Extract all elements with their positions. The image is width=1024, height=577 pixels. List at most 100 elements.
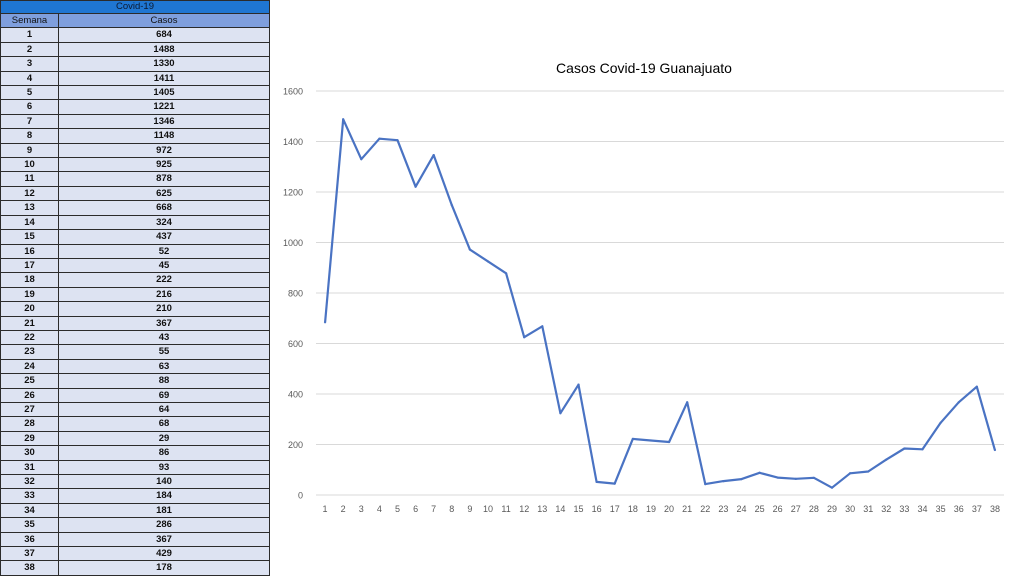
- y-tick-label: 1000: [283, 238, 303, 248]
- cell-semana: 23: [0, 344, 59, 360]
- x-tick-label: 1: [323, 504, 328, 514]
- cell-casos: 86: [58, 445, 270, 461]
- cell-casos: 972: [58, 142, 270, 159]
- cell-semana: 31: [0, 459, 59, 476]
- data-point: [667, 440, 671, 444]
- cell-casos: 1148: [58, 128, 270, 144]
- table-row: 35 286: [0, 517, 270, 533]
- cell-semana: 7: [0, 113, 59, 130]
- x-tick-label: 35: [936, 504, 946, 514]
- table-row: 29 29: [0, 430, 270, 447]
- data-point: [523, 336, 526, 339]
- table-row: 23 55: [0, 344, 270, 360]
- data-point: [450, 204, 453, 207]
- cell-semana: 37: [0, 546, 59, 562]
- cell-semana: 15: [0, 229, 59, 245]
- cell-casos: 69: [58, 387, 270, 403]
- table-row: 6 1221: [0, 99, 270, 115]
- cell-casos: 64: [58, 401, 270, 418]
- table-row: 21 367: [0, 315, 270, 331]
- data-point: [323, 321, 327, 324]
- cell-casos: 1488: [58, 41, 270, 58]
- cell-casos: 878: [58, 171, 270, 187]
- x-tick-label: 6: [413, 504, 418, 514]
- x-tick-label: 10: [483, 504, 493, 514]
- line-chart: Casos Covid-19 Guanajuato 0 200 400 600 800 1…: [283, 60, 1004, 514]
- cell-casos: 367: [58, 531, 270, 548]
- table-row: 2 1488: [0, 41, 270, 58]
- table-row: 27 64: [0, 401, 270, 418]
- table-row: 12 625: [0, 185, 270, 202]
- column-header-semana: Semana: [0, 12, 59, 29]
- cell-semana: 36: [0, 531, 59, 548]
- table-row: 15 437: [0, 229, 270, 245]
- cell-semana: 13: [0, 200, 59, 216]
- x-tick-label: 5: [395, 504, 400, 514]
- cell-semana: 16: [0, 243, 59, 259]
- table-row: 5 1405: [0, 85, 270, 101]
- x-tick-label: 38: [990, 504, 1000, 514]
- cell-casos: 367: [58, 315, 270, 331]
- x-tick-label: 4: [377, 504, 382, 514]
- cell-semana: 33: [0, 488, 59, 504]
- x-tick-label: 13: [537, 504, 547, 514]
- cell-semana: 3: [0, 56, 59, 72]
- table-row: 4 1411: [0, 70, 270, 87]
- x-axis-ticks: 1 2 3 4 5 6 7 8 9 10 11 12 13 14 15 16 17 18 19 20 21 22 23 24 2…: [323, 504, 1000, 514]
- cell-casos: 210: [58, 301, 270, 317]
- chart-title: Casos Covid-19 Guanajuato: [556, 60, 732, 76]
- cell-semana: 14: [0, 214, 59, 231]
- table-row: 8 1148: [0, 128, 270, 144]
- y-tick-label: 1400: [283, 137, 303, 147]
- data-point: [378, 137, 381, 140]
- x-tick-label: 31: [863, 504, 873, 514]
- cell-semana: 25: [0, 373, 59, 389]
- cell-semana: 29: [0, 430, 59, 447]
- cell-semana: 6: [0, 99, 59, 115]
- series-line: [324, 118, 996, 489]
- data-point: [486, 260, 490, 263]
- table-row: 18 222: [0, 272, 270, 288]
- x-tick-label: 15: [574, 504, 584, 514]
- table-header-row: Semana Casos: [0, 12, 270, 29]
- cell-semana: 34: [0, 502, 59, 519]
- table-row: 11 878: [0, 171, 270, 187]
- column-header-casos: Casos: [58, 12, 270, 29]
- y-tick-label: 1600: [283, 87, 303, 97]
- cell-semana: 35: [0, 517, 59, 533]
- data-point: [595, 480, 598, 483]
- table-title: Covid-19: [0, 0, 270, 14]
- table-title-row: Covid-19: [0, 0, 270, 14]
- cell-casos: 286: [58, 517, 270, 533]
- table-row: 1 684: [0, 27, 270, 43]
- cell-casos: 63: [58, 358, 270, 375]
- data-point: [704, 483, 707, 486]
- x-tick-label: 26: [773, 504, 783, 514]
- data-point: [541, 325, 544, 328]
- x-tick-label: 30: [845, 504, 855, 514]
- x-tick-label: 8: [449, 504, 454, 514]
- data-point: [686, 401, 689, 404]
- x-tick-label: 7: [431, 504, 436, 514]
- table-row: 25 88: [0, 373, 270, 389]
- data-point: [993, 448, 997, 452]
- x-tick-label: 34: [918, 504, 928, 514]
- cell-semana: 32: [0, 473, 59, 490]
- table-row: 34 181: [0, 502, 270, 519]
- cell-semana: 1: [0, 27, 59, 43]
- table-row: 10 925: [0, 157, 270, 173]
- data-point: [794, 477, 797, 480]
- data-point: [577, 383, 580, 386]
- data-point: [414, 185, 417, 188]
- cell-casos: 429: [58, 546, 270, 562]
- cell-semana: 19: [0, 286, 59, 303]
- x-tick-label: 3: [359, 504, 364, 514]
- gridlines: [316, 90, 1004, 496]
- table-body: 1 684 2 1488 3 1330 4 1411 5 1405 6 1221 7 1346 8 1148 9…: [0, 27, 270, 576]
- data-point: [975, 385, 978, 388]
- x-tick-label: 27: [791, 504, 801, 514]
- cell-casos: 140: [58, 473, 270, 490]
- y-tick-label: 0: [298, 491, 303, 501]
- y-axis-ticks: 0 200 400 600 800 1000 1200 1400 1600: [283, 87, 303, 501]
- data-point: [885, 458, 888, 461]
